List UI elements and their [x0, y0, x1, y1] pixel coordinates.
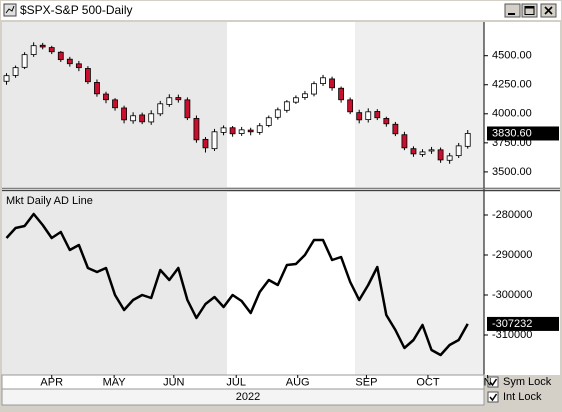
app-icon-glyph: [5, 5, 15, 14]
candle-body: [419, 151, 426, 155]
x-tick-label: MAY: [103, 376, 127, 388]
candle-body: [401, 134, 408, 149]
candle-body: [211, 131, 218, 150]
shade-band: [2, 192, 227, 375]
x-tick-label: JUN: [163, 376, 184, 388]
window-title: $SPX-S&P 500-Daily: [20, 3, 133, 17]
price-axis: [484, 22, 560, 187]
last-value-box: [487, 316, 559, 331]
int-lock-checkbox[interactable]: [487, 391, 499, 403]
candle-body: [3, 75, 10, 82]
sym-lock-checkbox[interactable]: [487, 376, 499, 388]
close-button[interactable]: [540, 3, 557, 18]
candle-body: [274, 109, 281, 118]
candle-body: [229, 127, 236, 135]
x-tick-label: SEP: [355, 376, 377, 388]
candle-body: [320, 77, 326, 84]
last-value-box: [487, 126, 559, 141]
candle-body: [302, 93, 308, 98]
checkbox-label: Int Lock: [503, 391, 542, 403]
candle-body: [329, 78, 335, 89]
x-tick-label: OCT: [416, 376, 440, 388]
candle-body: [256, 125, 263, 133]
candle-body: [66, 58, 73, 65]
candle-body: [356, 112, 363, 121]
checkbox-label: Sym Lock: [503, 376, 552, 388]
candle-body: [175, 97, 182, 101]
candle-body: [383, 118, 390, 125]
candle-body: [139, 114, 146, 123]
year-label: 2022: [236, 391, 260, 403]
ad-line: [5, 212, 469, 357]
candle-body: [265, 117, 272, 126]
title-bar: [1, 1, 561, 20]
candle-body: [57, 51, 64, 61]
y-tick-label: -280000: [492, 209, 532, 221]
candle-body: [455, 145, 462, 157]
candle-body: [311, 83, 317, 95]
candle-body: [247, 129, 254, 133]
x-tick-label: APR: [40, 376, 63, 388]
candle-body: [184, 99, 191, 119]
candle-body: [437, 149, 444, 161]
candle-body: [103, 93, 109, 101]
candle-body: [112, 99, 118, 109]
candle-body: [148, 113, 155, 123]
y-tick-label: -300000: [492, 289, 532, 301]
candle-body: [48, 47, 55, 53]
shade-band: [355, 22, 484, 187]
candle-body: [21, 54, 28, 68]
candle-body: [157, 103, 164, 115]
candle-body: [338, 87, 345, 101]
minimize-button[interactable]: [504, 3, 521, 18]
y-tick-label: -290000: [492, 249, 532, 261]
candle-body: [193, 118, 200, 141]
candle-body: [220, 127, 227, 133]
candle-body: [365, 111, 372, 121]
candle-body: [293, 97, 299, 103]
y-tick-label: 3500.00: [492, 166, 532, 178]
x-tick-label: JUL: [226, 376, 246, 388]
candle-body: [94, 82, 100, 95]
candle-body: [12, 67, 19, 76]
y-tick-label: -310000: [492, 329, 532, 341]
maximize-button[interactable]: [521, 3, 538, 18]
candle-body: [347, 99, 354, 113]
x-tick-label: AUG: [286, 376, 310, 388]
candle-body: [410, 148, 417, 155]
last-value-label: -307232: [492, 318, 532, 330]
candle-body: [238, 129, 245, 134]
candle-body: [121, 107, 127, 121]
candle-body: [283, 101, 290, 111]
candle-body: [166, 97, 173, 105]
candle-body: [130, 115, 137, 122]
candle-body: [75, 63, 82, 69]
candle-body: [428, 149, 435, 152]
candle-body: [446, 155, 453, 161]
shade-band: [355, 192, 484, 375]
y-tick-label: 4500.00: [492, 50, 532, 62]
y-tick-label: 4250.00: [492, 79, 532, 91]
candle-body: [39, 44, 46, 48]
candle-body: [85, 68, 91, 83]
x-tick-label: N: [484, 376, 492, 388]
last-value-label: 3830.60: [492, 127, 532, 139]
ad-axis: [484, 192, 560, 375]
candle-body: [392, 123, 399, 135]
candle-body: [202, 138, 209, 149]
candle-body: [30, 45, 37, 55]
y-tick-label: 4000.00: [492, 108, 532, 120]
candle-body: [464, 133, 471, 147]
year-strip: [1, 388, 485, 406]
candle-body: [374, 111, 381, 119]
panel-title: Mkt Daily AD Line: [6, 195, 93, 207]
